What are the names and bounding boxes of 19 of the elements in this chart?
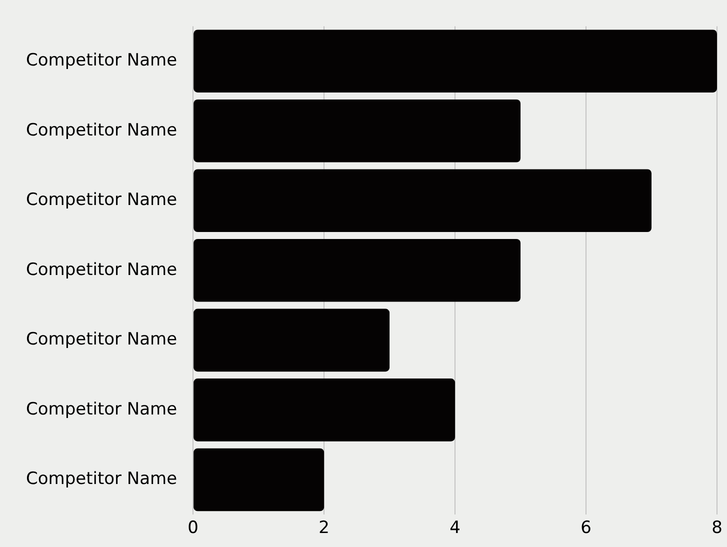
y-tick-label: Competitor Name <box>26 50 178 71</box>
x-tick-label: 2 <box>318 518 330 538</box>
y-tick-label: Competitor Name <box>26 399 178 420</box>
bar <box>194 448 324 512</box>
bar <box>194 99 521 162</box>
y-tick-label: Competitor Name <box>26 260 178 280</box>
y-tick-label: Competitor Name <box>26 469 178 490</box>
y-tick-label: Competitor Name <box>26 190 178 210</box>
bar <box>194 239 521 302</box>
bar <box>194 169 652 232</box>
x-tick-label: 8 <box>712 518 722 538</box>
x-tick-label: 0 <box>188 518 198 538</box>
bar <box>194 30 717 92</box>
bar <box>194 378 456 442</box>
bar <box>194 308 390 372</box>
x-tick-label: 4 <box>450 518 460 538</box>
y-tick-label: Competitor Name <box>26 330 178 350</box>
x-tick-label: 6 <box>580 518 592 538</box>
y-tick-label: Competitor Name <box>26 120 178 140</box>
